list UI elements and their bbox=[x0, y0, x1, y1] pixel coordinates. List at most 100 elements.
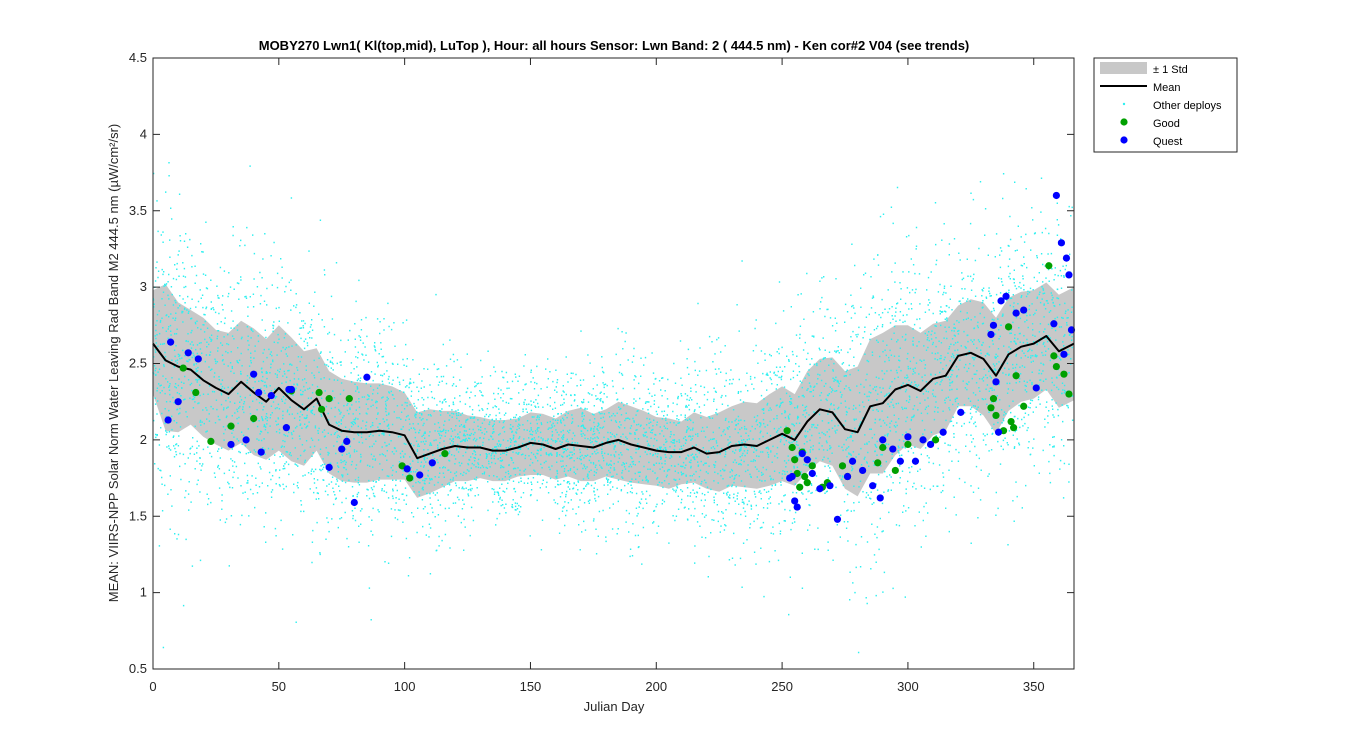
quest-point bbox=[1050, 320, 1058, 328]
good-point bbox=[1045, 262, 1053, 270]
quest-point bbox=[1052, 191, 1060, 200]
quest-point bbox=[926, 440, 935, 449]
x-axis: 0 50 100 150 200 250 300 350 bbox=[149, 58, 1045, 694]
quest-point bbox=[287, 385, 296, 394]
legend-good-swatch bbox=[1120, 118, 1128, 126]
quest-point bbox=[350, 498, 358, 507]
plot-area bbox=[152, 57, 1076, 670]
quest-point bbox=[1002, 292, 1010, 300]
y-axis: 0.5 1 1.5 2 2.5 3 3.5 4 4.5 bbox=[129, 50, 1074, 676]
quest-point bbox=[939, 428, 947, 436]
quest-point bbox=[987, 330, 995, 339]
good-point bbox=[879, 443, 887, 452]
quest-point bbox=[896, 457, 904, 465]
quest-point bbox=[227, 440, 235, 449]
quest-point bbox=[257, 448, 265, 456]
legend-std-swatch bbox=[1100, 62, 1147, 74]
quest-point bbox=[826, 482, 834, 490]
x-axis-label: Julian Day bbox=[584, 699, 645, 714]
x-tick-label: 200 bbox=[645, 679, 667, 694]
good-points-layer bbox=[179, 262, 1073, 491]
good-point bbox=[796, 483, 804, 491]
legend-good-label: Good bbox=[1153, 118, 1180, 130]
y-tick-label: 1 bbox=[140, 585, 147, 600]
good-point bbox=[791, 456, 799, 464]
good-point bbox=[1050, 352, 1058, 360]
quest-point bbox=[167, 338, 175, 346]
x-tick-label: 300 bbox=[897, 679, 919, 694]
legend-other-label: Other deploys bbox=[1153, 100, 1222, 112]
good-point bbox=[192, 388, 200, 397]
quest-point bbox=[798, 450, 806, 458]
good-point bbox=[406, 474, 414, 482]
legend: ± 1 Std Mean Other deploys Good Quest bbox=[1093, 57, 1238, 153]
quest-point bbox=[803, 456, 811, 464]
quest-point bbox=[843, 472, 852, 481]
quest-point bbox=[255, 388, 263, 397]
good-point bbox=[227, 422, 235, 430]
quest-point bbox=[1060, 350, 1068, 358]
y-axis-label: MEAN: VIIRS-NPP Solar Norm Water Leaving… bbox=[106, 124, 121, 603]
good-point bbox=[207, 437, 215, 446]
quest-point bbox=[1032, 384, 1040, 392]
good-point bbox=[1052, 362, 1060, 371]
quest-point bbox=[325, 463, 333, 471]
quest-point bbox=[957, 408, 965, 416]
good-point bbox=[325, 395, 333, 403]
y-tick-label: 2.5 bbox=[129, 356, 147, 371]
good-point bbox=[783, 427, 791, 435]
quest-point bbox=[808, 469, 816, 478]
good-point bbox=[808, 462, 816, 470]
good-point bbox=[179, 364, 187, 372]
y-tick-label: 4.5 bbox=[129, 50, 147, 65]
quest-point bbox=[869, 482, 877, 490]
quest-point bbox=[793, 503, 801, 511]
good-point bbox=[441, 450, 449, 458]
quest-point bbox=[833, 515, 842, 523]
quest-point bbox=[184, 349, 192, 357]
quest-point bbox=[1062, 254, 1071, 262]
quest-point bbox=[194, 355, 202, 363]
quest-point bbox=[1067, 326, 1076, 334]
x-tick-label: 100 bbox=[394, 679, 416, 694]
good-point bbox=[931, 436, 940, 444]
quest-point bbox=[904, 433, 912, 441]
mean-line-layer bbox=[152, 335, 1075, 460]
quest-point bbox=[919, 436, 927, 444]
quest-point bbox=[338, 445, 346, 453]
quest-point bbox=[164, 416, 172, 424]
x-tick-label: 150 bbox=[520, 679, 542, 694]
quest-point bbox=[816, 485, 824, 493]
good-point bbox=[788, 443, 796, 452]
quest-point bbox=[791, 497, 799, 505]
quest-point bbox=[428, 459, 436, 467]
x-tick-label: 50 bbox=[272, 679, 286, 694]
other-deploys-points bbox=[152, 162, 1074, 654]
good-point bbox=[1007, 417, 1015, 426]
good-point bbox=[989, 395, 998, 403]
quest-point bbox=[1057, 239, 1066, 247]
legend-quest-label: Quest bbox=[1153, 136, 1182, 148]
quest-point bbox=[1012, 309, 1020, 317]
quest-point bbox=[788, 472, 796, 481]
mean-line bbox=[152, 335, 1075, 460]
legend-quest-swatch bbox=[1120, 136, 1128, 144]
quest-point bbox=[267, 391, 275, 400]
quest-point bbox=[416, 471, 424, 479]
good-point bbox=[1012, 372, 1020, 380]
quest-point bbox=[1065, 271, 1073, 279]
good-point bbox=[250, 414, 258, 423]
good-point bbox=[891, 466, 899, 475]
quest-point bbox=[363, 373, 371, 381]
good-point bbox=[838, 462, 847, 470]
y-tick-label: 3.5 bbox=[129, 203, 147, 218]
legend-other-swatch bbox=[1122, 102, 1126, 106]
legend-mean-label: Mean bbox=[1153, 82, 1181, 94]
good-point bbox=[992, 411, 1000, 420]
quest-point bbox=[879, 436, 887, 444]
quest-point bbox=[250, 370, 258, 378]
y-tick-label: 4 bbox=[140, 126, 147, 141]
other-deploys-layer bbox=[152, 162, 1074, 654]
quest-point bbox=[403, 465, 411, 473]
